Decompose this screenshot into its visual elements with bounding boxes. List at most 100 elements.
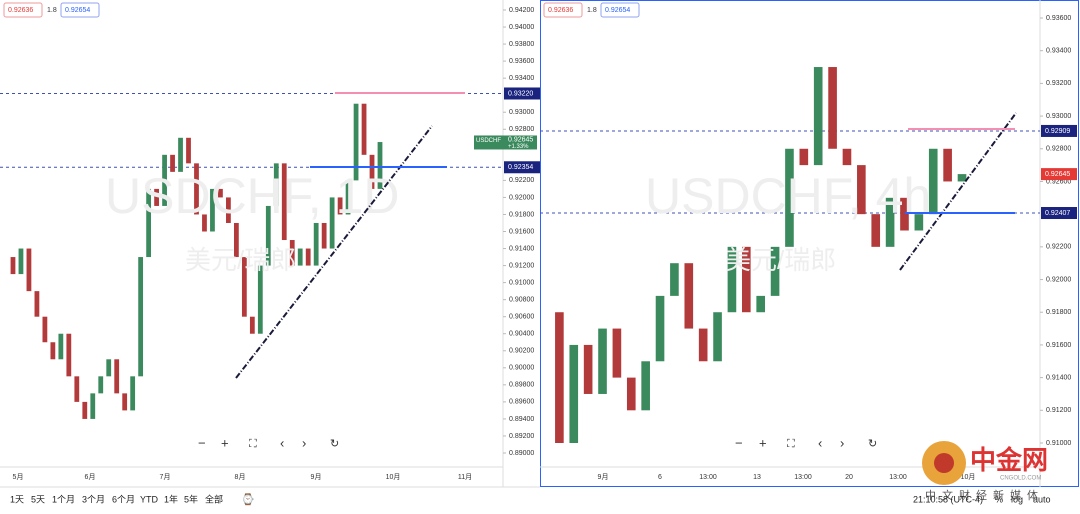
candle: [655, 295, 665, 362]
candle: [26, 248, 32, 292]
candle: [928, 148, 938, 215]
level-label: 0.93220: [508, 90, 533, 97]
zoom-out[interactable]: −: [198, 435, 206, 450]
candle: [641, 361, 650, 411]
x-tick-label: 10月: [961, 473, 976, 481]
last-price: 0.92645: [1045, 171, 1070, 178]
bid-box: [3, 2, 43, 18]
scroll-left[interactable]: ‹: [818, 435, 822, 450]
candle: [202, 214, 207, 232]
candle: [90, 393, 96, 419]
candle: [670, 263, 679, 296]
candle: [626, 377, 636, 411]
candle: [257, 265, 263, 334]
candle: [857, 165, 866, 215]
auto-toggle[interactable]: auto: [1033, 494, 1051, 504]
candle: [612, 328, 622, 378]
range-button[interactable]: 全部: [205, 493, 223, 504]
candle: [146, 188, 152, 258]
y-tick-label: 0.89800: [509, 382, 534, 389]
scroll-right[interactable]: ›: [840, 435, 844, 450]
y-tick-label: 0.91400: [1046, 374, 1071, 381]
y-tick-label: 0.89600: [509, 399, 534, 406]
symbol-watermark: USDCHF, 4h: [645, 168, 931, 224]
log-toggle[interactable]: log: [1011, 494, 1023, 504]
candle: [770, 246, 780, 296]
clock: 21:10:58 (UTC-4): [913, 494, 983, 504]
candle: [178, 137, 183, 172]
candle: [321, 222, 327, 249]
zoom-in[interactable]: +: [221, 435, 229, 450]
y-tick-label: 0.92000: [1046, 276, 1071, 283]
y-tick-label: 0.93000: [509, 109, 534, 116]
spread: 1.8: [47, 7, 57, 14]
zoom-out[interactable]: −: [735, 435, 743, 450]
range-button[interactable]: 3个月: [82, 494, 105, 504]
candle: [210, 188, 215, 232]
candle: [273, 163, 279, 206]
range-button[interactable]: 1个月: [52, 494, 75, 504]
y-tick-label: 0.90800: [509, 296, 534, 303]
range-button[interactable]: 1年: [164, 493, 178, 504]
candle: [377, 142, 383, 189]
candle: [106, 359, 112, 377]
candle: [249, 316, 255, 334]
reset[interactable]: ↻: [868, 438, 877, 450]
candle: [122, 393, 128, 411]
range-button[interactable]: 6个月: [112, 494, 135, 504]
range-button[interactable]: YTD: [140, 494, 159, 504]
y-tick-label: 0.90200: [509, 348, 534, 355]
candle: [170, 154, 175, 172]
candle: [162, 154, 167, 206]
y-tick-label: 0.93400: [509, 75, 534, 82]
x-tick-label: 9月: [311, 473, 322, 481]
candle: [82, 401, 88, 419]
symbol-label: USDCHF: [476, 138, 501, 144]
range-button[interactable]: 5天: [31, 494, 45, 504]
y-tick-label: 0.92800: [509, 126, 534, 133]
zoom-in[interactable]: +: [759, 435, 767, 450]
active-panel-border: [540, 0, 1079, 487]
y-tick-label: 0.94200: [509, 7, 534, 14]
level-label: 0.92407: [1045, 210, 1070, 217]
candle: [943, 148, 952, 182]
candle: [186, 137, 191, 164]
candle: [828, 67, 837, 149]
y-tick-label: 0.91000: [1046, 440, 1071, 447]
level-label: 0.92354: [508, 164, 533, 171]
fit[interactable]: ⛶: [787, 438, 795, 450]
change: +1.33%: [508, 144, 529, 150]
percent-toggle[interactable]: %: [995, 494, 1003, 504]
scroll-right[interactable]: ›: [302, 435, 306, 450]
scroll-left[interactable]: ‹: [280, 435, 284, 450]
x-tick-label: 5月: [13, 473, 24, 481]
candle: [756, 295, 766, 313]
range-picker-icon[interactable]: ⌚: [241, 493, 255, 506]
candle: [684, 263, 694, 329]
reset[interactable]: ↻: [330, 438, 339, 450]
candle: [66, 333, 72, 377]
candle: [194, 163, 199, 215]
bid: 0.92636: [8, 7, 33, 14]
candle: [914, 214, 924, 231]
zoom-controls[interactable]: − + ⛶ ‹ › ↻ − + ⛶ ‹ › ↻: [198, 435, 877, 450]
candle: [900, 197, 909, 231]
candle: [713, 312, 722, 362]
y-tick-label: 0.94000: [509, 24, 534, 31]
range-button[interactable]: 5年: [184, 493, 198, 504]
y-tick-label: 0.92200: [1046, 244, 1071, 251]
candle: [727, 246, 737, 313]
fit[interactable]: ⛶: [249, 438, 257, 450]
y-tick-label: 0.91600: [1046, 342, 1071, 349]
range-button[interactable]: 1天: [10, 494, 24, 504]
y-tick-label: 0.92600: [1046, 178, 1071, 185]
level-box: [1041, 124, 1077, 137]
candle: [785, 148, 794, 247]
logo-site: CNGOLD.COM: [1000, 476, 1041, 482]
bid-box: [543, 2, 583, 18]
y-tick-label: 0.93600: [509, 58, 534, 65]
y-tick-label: 0.90400: [509, 331, 534, 338]
ask: 0.92654: [605, 7, 630, 14]
candle: [569, 344, 579, 443]
y-tick-label: 0.89200: [509, 433, 534, 440]
